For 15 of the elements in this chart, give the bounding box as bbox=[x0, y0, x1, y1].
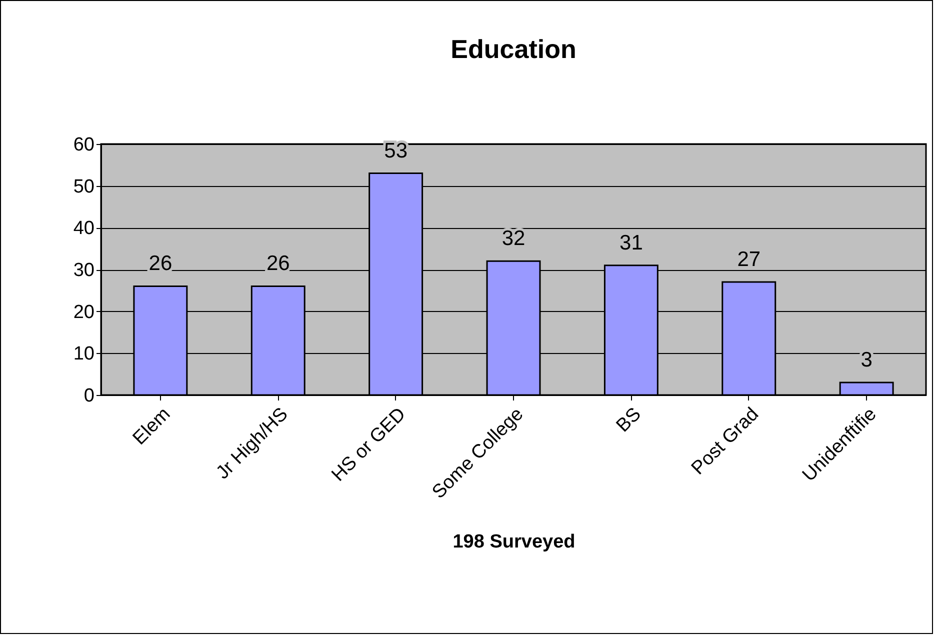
y-tick-label: 50 bbox=[73, 176, 94, 198]
data-label: 32 bbox=[502, 227, 526, 250]
data-label: 26 bbox=[266, 252, 290, 276]
y-tick-label: 10 bbox=[73, 344, 94, 365]
x-axis-title: 198 Surveyed bbox=[452, 531, 576, 552]
y-tick-label: 0 bbox=[84, 386, 94, 406]
data-label: 31 bbox=[620, 231, 643, 254]
x-tick-label: BS bbox=[612, 404, 646, 437]
y-tick-label: 60 bbox=[73, 134, 94, 156]
data-label: 26 bbox=[148, 252, 172, 276]
data-label: 27 bbox=[737, 248, 761, 272]
y-tick-label: 30 bbox=[73, 260, 94, 281]
chart-title: Education bbox=[450, 34, 576, 64]
y-tick-label: 20 bbox=[73, 302, 94, 323]
y-tick-label: 40 bbox=[73, 218, 94, 240]
